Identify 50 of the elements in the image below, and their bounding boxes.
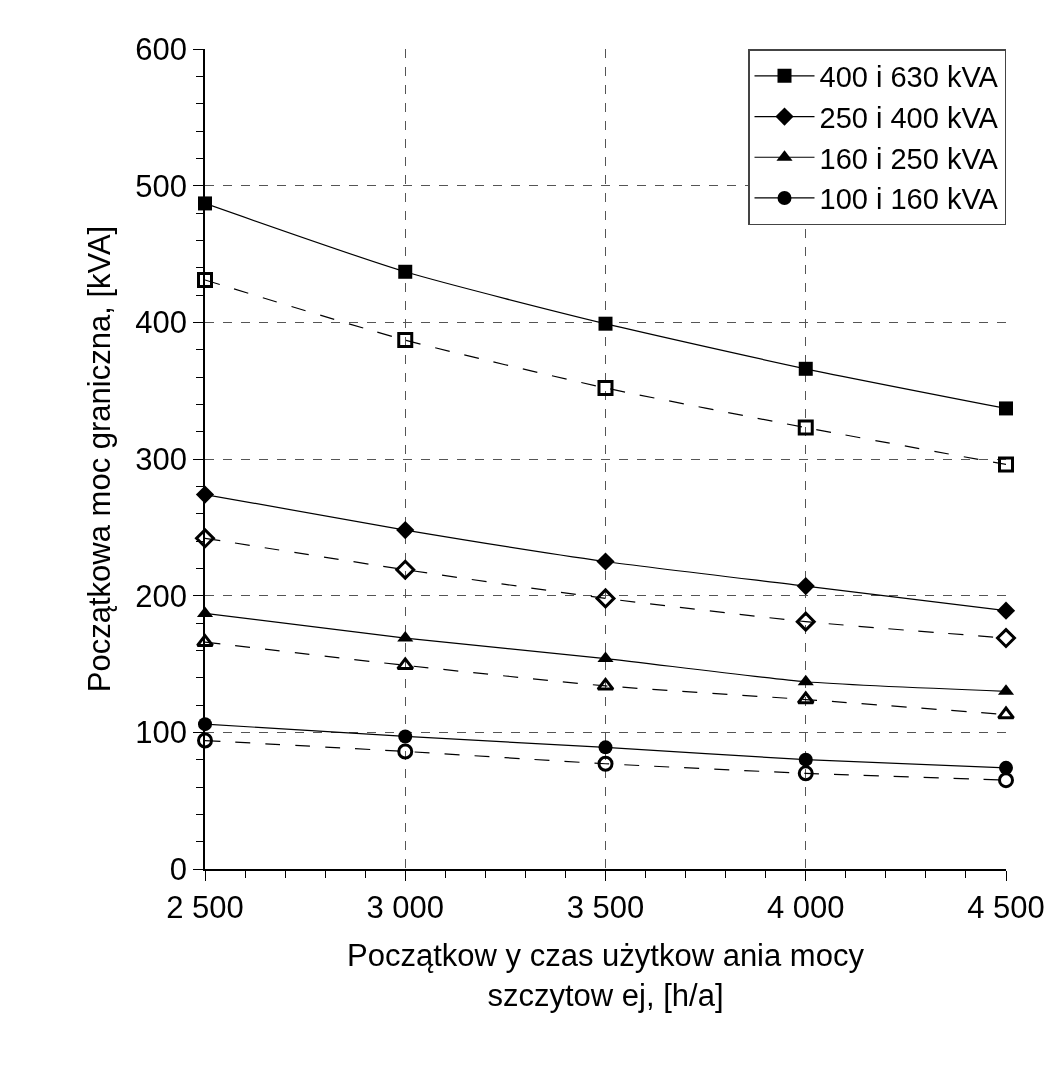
point <box>197 271 213 288</box>
point <box>396 520 415 540</box>
y-tick-label: 100 <box>135 715 188 751</box>
point <box>597 379 614 396</box>
point <box>397 743 414 760</box>
point <box>795 611 816 632</box>
point <box>397 332 414 349</box>
y-tick-label: 500 <box>135 168 188 204</box>
y-tick-label: 400 <box>135 305 188 341</box>
x-tick-label: 3 000 <box>366 889 445 925</box>
x-tick-label: 3 500 <box>566 889 645 925</box>
point <box>798 361 813 376</box>
y-tick-label: 300 <box>135 441 188 477</box>
point <box>999 401 1013 416</box>
point <box>597 755 614 772</box>
legend-label: 400 i 630 kVA <box>819 61 999 94</box>
y-axis-title: Początkowa moc graniczna, [kVA] <box>82 225 118 693</box>
point <box>798 752 813 767</box>
y-tick-label: 200 <box>135 578 188 614</box>
point <box>398 264 413 279</box>
point <box>796 577 815 596</box>
point <box>996 706 1016 720</box>
point <box>596 552 615 571</box>
point <box>395 559 416 580</box>
point <box>598 740 613 755</box>
point <box>797 765 814 782</box>
point <box>398 729 413 744</box>
point <box>195 528 215 549</box>
x-tick-label: 4 000 <box>766 889 845 925</box>
point <box>796 691 815 705</box>
x-axis-title: Początkow y czas użytkow ania mocy szczytow ej, [h/a] <box>347 937 865 1013</box>
point <box>197 732 213 749</box>
legend-label: 100 i 160 kVA <box>819 183 999 216</box>
point <box>597 651 614 663</box>
y-tick-label: 0 <box>169 851 188 887</box>
point <box>996 601 1016 620</box>
point <box>998 456 1014 473</box>
point <box>998 772 1014 789</box>
legend-label: 250 i 400 kVA <box>819 101 999 134</box>
point <box>596 677 615 691</box>
x-tick-label: 2 500 <box>166 889 244 925</box>
point <box>996 628 1016 648</box>
point <box>396 657 415 671</box>
legend-label: 160 i 250 kVA <box>819 142 999 175</box>
point <box>797 419 814 436</box>
point <box>595 588 616 609</box>
point <box>797 674 814 686</box>
y-tick-label: 600 <box>135 31 188 67</box>
point <box>598 316 613 331</box>
x-tick-label: 4 500 <box>967 889 1045 925</box>
